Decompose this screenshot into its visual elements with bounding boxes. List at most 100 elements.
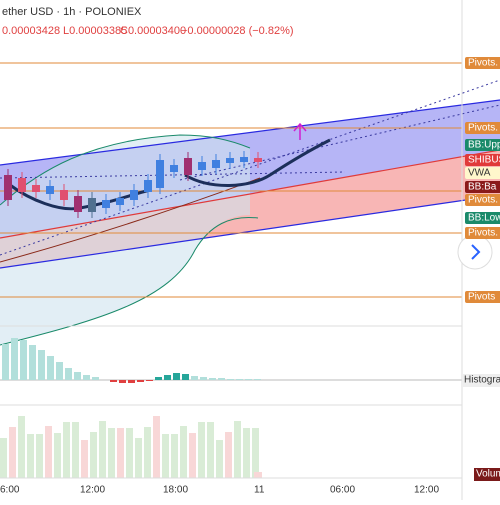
- price-label: VWA: [468, 168, 491, 179]
- hist-bar: [146, 380, 153, 381]
- candle-body: [102, 200, 110, 208]
- volume-bar: [254, 472, 262, 478]
- candle-body: [170, 165, 178, 172]
- pane-label: Histogra: [464, 375, 500, 386]
- histogram: [2, 338, 261, 383]
- bb-upper: [0, 134, 251, 206]
- volume-bar: [108, 428, 115, 478]
- candle-body: [46, 186, 54, 194]
- hist-bar: [74, 372, 81, 380]
- trend-curve: [184, 138, 331, 187]
- hist-bar: [110, 380, 117, 382]
- bollinger-fill: [0, 135, 250, 345]
- scroll-button[interactable]: [457, 234, 493, 270]
- hist-bar: [164, 375, 171, 380]
- bb-basis: [0, 177, 261, 263]
- volume-bar: [81, 440, 88, 478]
- volume-bar: [72, 422, 79, 478]
- candle-body: [74, 196, 82, 212]
- hist-bar: [65, 368, 72, 380]
- volume-bar: [144, 427, 151, 478]
- price-label-bg: [465, 57, 500, 69]
- volume-bar: [243, 428, 250, 478]
- hist-bar: [191, 376, 198, 380]
- time-label: 18:00: [163, 485, 188, 496]
- candle-body: [60, 190, 68, 200]
- candle-body: [18, 178, 26, 192]
- price-label: Pivots.: [468, 228, 498, 239]
- volume-bar: [162, 434, 169, 478]
- price-label: BB:Low: [468, 213, 500, 224]
- candle-body: [32, 185, 40, 192]
- hist-bar: [29, 345, 36, 380]
- volume-bar: [180, 426, 187, 478]
- close-value: C0.00003400: [120, 25, 186, 37]
- time-label: 12:00: [414, 485, 439, 496]
- hist-bar: [182, 374, 189, 380]
- dotted-line: [0, 79, 500, 256]
- hist-bar: [119, 380, 126, 383]
- candle-body: [156, 160, 164, 188]
- candle-body: [144, 180, 152, 192]
- volume-bar: [171, 434, 178, 478]
- volume-bar: [18, 416, 25, 478]
- hist-bar: [11, 338, 18, 380]
- volume-bar: [45, 426, 52, 478]
- price-label: Pivots.: [468, 123, 498, 134]
- price-label: Pivots.: [468, 58, 498, 69]
- change-value: −0.00000028 (−0.82%): [181, 25, 294, 37]
- volume-bar: [27, 434, 34, 478]
- volume-bar: [0, 438, 7, 478]
- hist-bar: [56, 362, 63, 380]
- hist-bar: [173, 373, 180, 380]
- volume-bar: [135, 438, 142, 478]
- volume: [0, 416, 262, 478]
- price-label: BB:Upp: [468, 140, 500, 151]
- volume-bar: [9, 427, 16, 478]
- price-label: SHIBUSD: [468, 155, 500, 166]
- pane-label-bg: [474, 468, 500, 481]
- candle-body: [4, 175, 12, 200]
- volume-bar: [234, 421, 241, 478]
- candle-body: [198, 162, 206, 170]
- price-label: Pivots: [468, 292, 495, 303]
- volume-bar: [90, 432, 97, 478]
- price-label-bg: [465, 291, 500, 303]
- volume-bar: [63, 422, 70, 478]
- hist-bar: [155, 377, 162, 380]
- price-label-bg: [465, 122, 500, 134]
- pane-label: Volum: [476, 469, 500, 480]
- time-label: 06:00: [330, 485, 355, 496]
- hist-bar: [227, 379, 234, 380]
- candle-body: [240, 157, 248, 162]
- candle-body: [184, 158, 192, 175]
- price-label-bg: [465, 227, 500, 239]
- hist-bar: [137, 380, 144, 382]
- channel-mid-line: [0, 149, 500, 239]
- price-label-bg: [465, 181, 500, 193]
- hist-bar: [209, 378, 216, 380]
- price-label-bg: [465, 194, 500, 206]
- pane-label-bg: [462, 374, 500, 387]
- volume-bar: [225, 432, 232, 478]
- price-label: BB:Ba: [468, 182, 497, 193]
- symbol: ether USD · 1h · POLONIEX: [2, 6, 142, 18]
- price-label-bg: [465, 139, 500, 151]
- hist-bar: [236, 379, 243, 380]
- volume-bar: [207, 422, 214, 478]
- volume-bar: [54, 433, 61, 478]
- time-label: 6:00: [0, 485, 20, 496]
- hist-bar: [47, 356, 54, 380]
- hist-bar: [254, 379, 261, 380]
- candle-body: [130, 190, 138, 200]
- arrow-marker: [293, 122, 307, 140]
- volume-bar: [198, 422, 205, 478]
- candle-body: [88, 198, 96, 212]
- channel-lower-line: [0, 194, 500, 269]
- hist-bar: [200, 377, 207, 380]
- open-value: 0.00003428: [2, 25, 60, 37]
- price-label: Pivots.: [468, 195, 498, 206]
- time-label: 11: [254, 485, 265, 496]
